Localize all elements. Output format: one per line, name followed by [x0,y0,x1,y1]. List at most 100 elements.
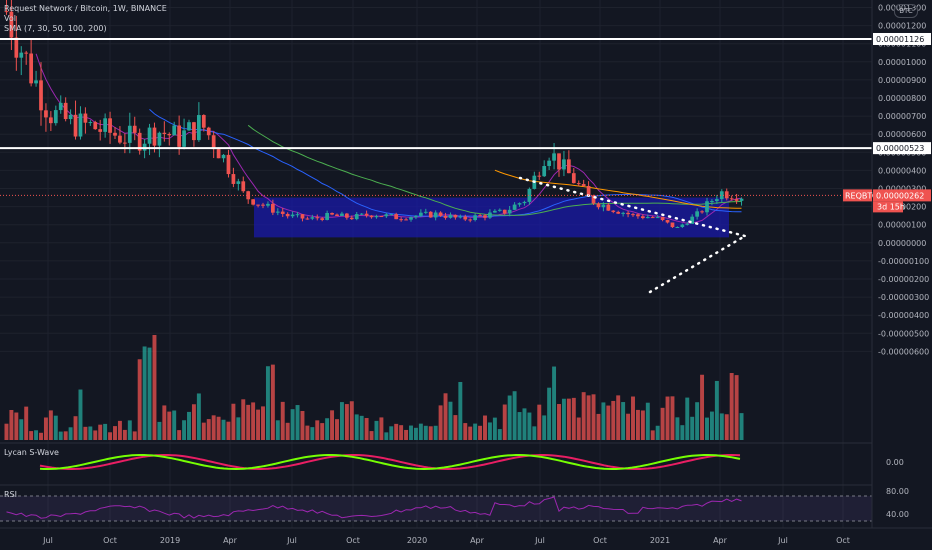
wave-indicator [0,442,872,486]
candle-body [710,201,714,203]
volume-bar [413,427,418,440]
volume-bar [433,425,438,440]
grid-lines [0,0,872,528]
time-label: Oct [346,536,360,545]
volume-bar [399,425,404,440]
volume-bar [640,410,645,440]
volume-bar [561,398,566,440]
rsi-band [0,496,872,521]
volume-bar [187,411,191,440]
time-label: Jul [42,536,53,545]
volume-bar [438,405,443,440]
wave-title[interactable]: Lycan S-Wave [4,448,59,457]
volume-bar [473,423,478,440]
candle-body [700,211,704,213]
lower-trendline [648,234,747,294]
volume-bar [349,401,354,440]
volume-bar [325,418,330,440]
candle-body [221,154,226,159]
price-tick-label: 0.00000000 [878,239,926,248]
candle-body [734,199,739,201]
sma-label[interactable]: SMA (7, 30, 50, 100, 200) [4,24,107,33]
candle-body [98,129,103,132]
currency-button[interactable]: BTC [894,4,918,18]
current-price-badge: 0.00000262 [876,191,924,200]
volume-bar [675,417,680,440]
volume-bar [98,424,103,440]
volume-bar [428,426,433,440]
volume-bar [63,431,68,440]
candle-body [650,217,655,219]
volume-bar [734,375,739,440]
volume-bar [458,381,463,440]
candle-body [132,125,137,133]
symbol-badge-bg [843,189,872,202]
candle-body [310,217,315,219]
candle-body [655,217,660,219]
current-price-badge-bg [873,189,931,202]
candle-body [266,203,270,206]
volume-bar [606,405,611,440]
candle-body [404,219,408,221]
candle-body [152,127,157,146]
volume-bar [246,404,251,440]
volume-bar [265,366,270,440]
symbol-title[interactable]: Request Network / Bitcoin, 1W, BINANCE [4,4,167,13]
volume-bar [650,430,655,440]
volume-bar [621,402,626,440]
volume-bar [497,429,502,440]
volume-bar [206,419,211,440]
candle-body [24,52,29,54]
volume-bar [216,416,221,440]
candle-body [93,122,98,130]
time-label: Jul [777,536,788,545]
candle-body [562,159,566,170]
resistance-price-badge-bg [873,32,931,45]
volume-bar [83,426,88,440]
volume-bar [280,401,285,440]
time-label: Apr [470,536,485,545]
time-label: Apr [223,536,238,545]
volume-bar [394,423,399,440]
volume-bar [487,422,492,440]
volume-bar [626,413,631,440]
volume-bar [709,411,714,440]
candle-body [512,204,517,210]
rsi-title[interactable]: RSI [4,490,17,499]
volume-bar [478,425,483,440]
volume-bar [9,409,14,440]
volume-bar [152,335,157,440]
candle-body [448,214,453,218]
volume-bar [339,402,344,440]
candle-body [349,217,354,220]
time-label: 2019 [160,536,180,545]
candle-body [108,118,112,133]
volume-bar [93,430,98,440]
price-tick-label: -0.00000300 [878,293,929,302]
candle-body [68,114,73,120]
candle-body [576,183,581,185]
support-price-badge-bg [873,142,931,155]
volume-bar [320,423,325,440]
candle-body [517,203,522,205]
price-tick-label: -0.00000100 [878,257,929,266]
volume-label[interactable]: Vol [4,14,16,23]
volume-bar [58,431,63,440]
volume-bar [576,417,581,440]
volume-bar [680,425,685,440]
volume-bar [507,395,512,440]
candle-body [527,188,532,202]
volume-bar [591,394,596,440]
candle-body [419,212,423,216]
volume-bar [113,426,117,440]
volume-bar [48,410,53,440]
candle-body [305,218,310,220]
candle-body [690,216,695,224]
candle-body [256,204,260,206]
candle-body [226,154,231,175]
volume-bar [660,407,665,440]
candle-body [315,217,320,219]
candle-body [236,181,241,184]
candle-body [118,135,122,143]
